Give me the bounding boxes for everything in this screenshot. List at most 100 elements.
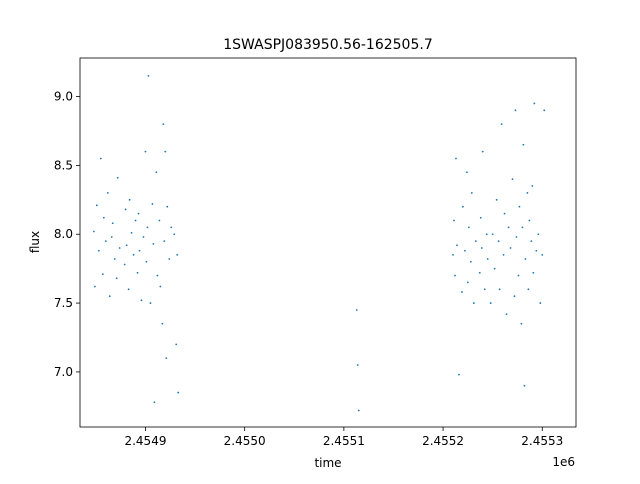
data-point xyxy=(537,233,540,236)
x-axis-offset-label: 1e6 xyxy=(552,455,575,469)
data-point xyxy=(165,357,168,360)
data-point xyxy=(170,226,173,229)
data-point xyxy=(456,244,458,247)
data-point xyxy=(159,285,162,288)
data-point xyxy=(507,226,510,229)
data-point xyxy=(173,233,176,236)
data-point xyxy=(144,150,147,153)
data-point xyxy=(526,192,529,194)
data-point xyxy=(155,171,158,174)
data-point xyxy=(137,212,140,215)
data-point xyxy=(118,247,121,249)
data-point xyxy=(158,219,161,222)
data-point xyxy=(479,216,482,219)
data-point xyxy=(498,288,501,291)
data-point xyxy=(486,258,489,260)
data-point xyxy=(97,249,100,252)
data-point xyxy=(92,230,95,233)
data-point xyxy=(125,244,128,247)
y-tick-label: 9.0 xyxy=(54,90,73,104)
data-points xyxy=(92,75,546,412)
data-point xyxy=(543,109,546,112)
data-point xyxy=(485,233,488,236)
data-point xyxy=(357,409,360,412)
data-point xyxy=(101,273,104,276)
y-tick-label: 8.0 xyxy=(54,227,73,241)
data-point xyxy=(509,247,512,249)
data-point xyxy=(532,271,535,274)
data-point xyxy=(95,204,98,207)
data-point xyxy=(541,253,544,256)
data-point xyxy=(503,212,506,215)
data-point xyxy=(530,240,533,243)
data-point xyxy=(521,226,524,229)
data-point xyxy=(162,123,165,125)
data-point xyxy=(458,373,460,376)
data-point xyxy=(151,203,154,205)
data-point xyxy=(495,198,498,201)
x-tick-label: 2.4550 xyxy=(224,434,266,448)
data-point xyxy=(514,109,517,112)
data-point xyxy=(124,208,127,211)
data-point xyxy=(524,258,527,260)
data-point xyxy=(469,260,472,263)
data-point xyxy=(452,253,454,256)
data-point xyxy=(145,260,148,263)
x-tick-label: 2.4551 xyxy=(323,434,365,448)
data-point xyxy=(472,302,475,304)
data-point xyxy=(491,233,494,236)
data-point xyxy=(138,249,141,252)
data-point xyxy=(163,240,166,243)
plot-frame xyxy=(79,57,577,428)
data-point xyxy=(454,274,456,277)
data-point xyxy=(356,364,359,366)
data-point xyxy=(527,288,530,291)
data-point xyxy=(115,277,118,280)
x-tick-label: 2.4553 xyxy=(521,434,563,448)
data-point xyxy=(132,253,135,256)
data-point xyxy=(147,75,150,77)
data-point xyxy=(136,271,139,274)
y-tick-label: 7.0 xyxy=(54,365,73,379)
data-point xyxy=(168,258,171,260)
data-point xyxy=(483,288,486,291)
data-point xyxy=(535,249,538,252)
data-point xyxy=(513,295,516,298)
chart-title: 1SWASPJ083950.56-162505.7 xyxy=(223,37,432,53)
data-point xyxy=(478,271,481,274)
data-point xyxy=(127,288,130,291)
data-point xyxy=(104,240,107,243)
data-point xyxy=(106,192,109,194)
data-point xyxy=(467,226,470,229)
data-point xyxy=(533,102,536,105)
data-point xyxy=(152,242,155,245)
data-point xyxy=(489,302,492,304)
data-point xyxy=(505,313,508,315)
y-tick-label: 7.5 xyxy=(54,296,73,310)
data-point xyxy=(466,281,469,284)
data-point xyxy=(142,236,145,238)
x-axis-label: time xyxy=(314,456,341,470)
data-point xyxy=(455,157,457,160)
data-point xyxy=(166,205,169,208)
data-point xyxy=(493,267,496,270)
data-point xyxy=(462,205,464,208)
data-point xyxy=(517,274,520,277)
data-point xyxy=(161,322,164,325)
data-point xyxy=(511,178,514,181)
data-point xyxy=(515,236,518,238)
x-tick-label: 2.4549 xyxy=(124,434,166,448)
data-point xyxy=(528,219,531,222)
data-point xyxy=(481,150,484,153)
y-tick-label: 8.5 xyxy=(54,158,73,172)
data-point xyxy=(464,249,466,252)
data-point xyxy=(111,222,114,225)
data-point xyxy=(520,322,523,325)
data-point xyxy=(531,185,534,187)
y-axis-label: flux xyxy=(28,231,42,253)
data-point xyxy=(176,253,179,256)
data-point xyxy=(113,258,116,260)
